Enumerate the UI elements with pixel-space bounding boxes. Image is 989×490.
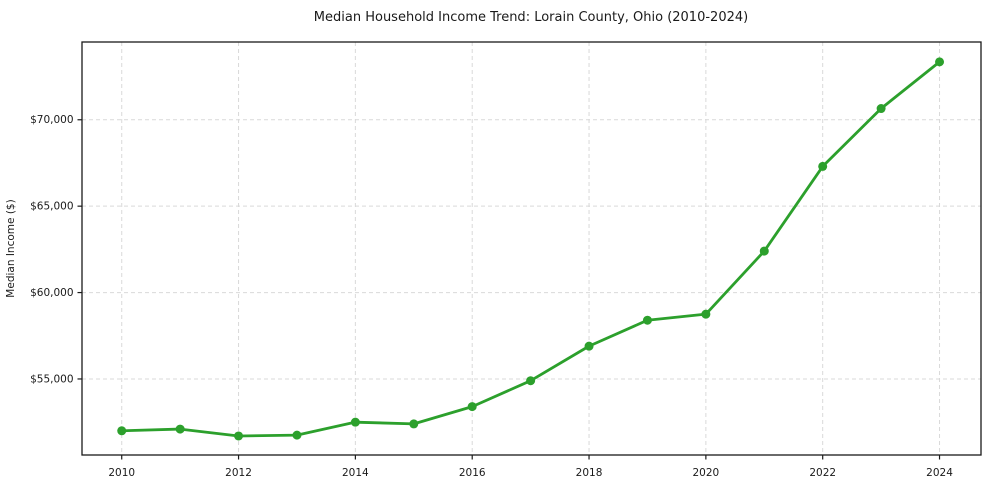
x-tick-label-2014: 2014 <box>342 467 369 479</box>
data-point-2018 <box>584 341 594 351</box>
data-point-2014 <box>350 417 360 427</box>
data-point-2024 <box>935 57 945 67</box>
plot-border <box>81 41 982 456</box>
x-tick-label-2010: 2010 <box>108 467 135 479</box>
y-tick-label-55000: $55,000 <box>30 373 73 385</box>
x-tick-label-2016: 2016 <box>459 467 486 479</box>
data-point-2013 <box>292 430 302 440</box>
y-axis-label: Median Income ($) <box>5 199 17 297</box>
data-point-2023 <box>876 104 886 114</box>
data-point-2012 <box>234 431 244 441</box>
data-point-2010 <box>117 426 127 436</box>
plot-area: 2010 2012 2014 2016 2018 2020 2022 2024 $55,000 $… <box>30 41 982 479</box>
chart-title: Median Household Income Trend: Lorain Co… <box>314 10 748 25</box>
x-tick-label-2022: 2022 <box>809 467 836 479</box>
data-point-2017 <box>526 376 536 386</box>
y-tick-label-65000: $65,000 <box>30 201 73 213</box>
data-point-2011 <box>175 424 185 434</box>
x-tick-label-2024: 2024 <box>926 467 953 479</box>
data-point-2019 <box>642 315 652 325</box>
x-tick-label-2012: 2012 <box>225 467 252 479</box>
x-tick-label-2018: 2018 <box>576 467 603 479</box>
data-point-2016 <box>467 402 477 412</box>
x-tick-label-2020: 2020 <box>693 467 720 479</box>
data-point-2020 <box>701 309 711 319</box>
data-point-2022 <box>818 161 828 171</box>
data-point-2021 <box>759 246 769 256</box>
y-tick-label-70000: $70,000 <box>30 114 73 126</box>
y-tick-label-60000: $60,000 <box>30 287 73 299</box>
data-point-2015 <box>409 419 419 429</box>
